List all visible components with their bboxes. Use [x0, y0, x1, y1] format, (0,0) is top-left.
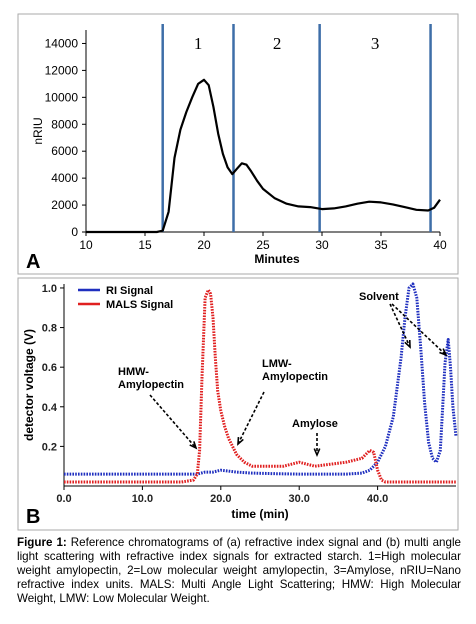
annotation-lmw: LMW-Amylopectin: [262, 358, 328, 383]
x-tick-label: 15: [138, 238, 152, 252]
panel-letter-b: B: [26, 506, 40, 528]
caption-label: Figure 1:: [17, 536, 67, 549]
ri-signal-line: [64, 282, 458, 476]
y-tick-label: 6000: [51, 144, 78, 158]
panel-a-chart: 10 15 20 25 30 35 40 0 2000 4000 6000 8000 10000 1200…: [26, 24, 447, 273]
y-tick-label: 0.4: [42, 402, 58, 414]
x-tick-label: 30.0: [288, 493, 309, 505]
annotation-hmw-arrow: [149, 394, 197, 449]
annotation-amylose-line: Amylose: [292, 418, 338, 430]
annotation-lmw-arrowhead: [237, 436, 244, 446]
region-label: 2: [273, 34, 282, 53]
panel-b-frame: [17, 277, 459, 531]
annotation-hmw-arrowhead: [189, 441, 198, 450]
x-tick-label: 40.0: [367, 493, 388, 505]
y-tick-label: 1.0: [42, 283, 57, 295]
panel-b-chart: 0.0 10.0 20.0 30.0 40.0 0.2 0.4 0.6 0.8 1.0 time (…: [22, 282, 458, 528]
x-tick-label: 20.0: [210, 493, 231, 505]
y-tick-label: 10000: [45, 90, 79, 104]
annotation-solvent: Solvent: [359, 291, 399, 303]
x-tick-label: 40: [433, 238, 447, 252]
x-tick-label: 25: [256, 238, 270, 252]
y-tick-label: 0.2: [42, 441, 57, 453]
caption-text: Reference chromatograms of (a) refractiv…: [17, 536, 461, 605]
y-tick-label: 14000: [45, 36, 79, 50]
annotation-hmw: HMW-Amylopectin: [118, 366, 184, 391]
annotation-solvent-line: Solvent: [359, 291, 399, 303]
x-tick-label: 10: [79, 238, 93, 252]
y-tick-label: 4000: [51, 171, 78, 185]
mals-signal-line: [64, 288, 456, 484]
annotation-amylose: Amylose: [292, 418, 338, 430]
region-label: 1: [194, 34, 203, 53]
y-tick-label: 2000: [51, 198, 78, 212]
legend-label: MALS Signal: [106, 299, 173, 311]
annotation-hmw-line: HMW-: [118, 366, 149, 378]
panel-a-frame: [17, 13, 459, 275]
annotation-hmw-line: Amylopectin: [118, 379, 184, 391]
annotation-amylose-arrowhead: [313, 448, 321, 458]
x-tick-label: 0.0: [56, 493, 71, 505]
x-tick-label: 20: [197, 238, 211, 252]
y-axis-title: detector voltage (V): [22, 329, 36, 441]
x-axis-title: Minutes: [254, 252, 300, 266]
x-tick-label: 30: [315, 238, 329, 252]
x-tick-label: 10.0: [132, 493, 153, 505]
annotation-solvent-arrowhead-2: [439, 348, 448, 357]
y-tick-label: 0.6: [42, 362, 57, 374]
nriu-series-line: [86, 78, 441, 234]
y-tick-label: 8000: [51, 117, 78, 131]
annotation-lmw-arrow: [237, 391, 265, 445]
annotation-solvent-arrowhead: [404, 339, 411, 349]
y-tick-label: 0: [71, 225, 78, 239]
panel-letter-a: A: [26, 251, 40, 273]
legend-label: RI Signal: [106, 285, 153, 297]
annotation-lmw-line: Amylopectin: [262, 371, 328, 383]
y-tick-label: 0.8: [42, 323, 57, 335]
y-axis-title: nRIU: [31, 117, 45, 144]
annotation-solvent-arrow-2: [391, 303, 447, 356]
y-tick-label: 12000: [45, 63, 79, 77]
x-axis-title: time (min): [231, 507, 288, 521]
x-tick-label: 35: [374, 238, 388, 252]
annotation-solvent-arrow: [389, 303, 411, 348]
figure-caption: Figure 1: Reference chromatograms of (a)…: [17, 536, 461, 606]
annotation-lmw-line: LMW-: [262, 358, 292, 370]
region-label: 3: [371, 34, 380, 53]
